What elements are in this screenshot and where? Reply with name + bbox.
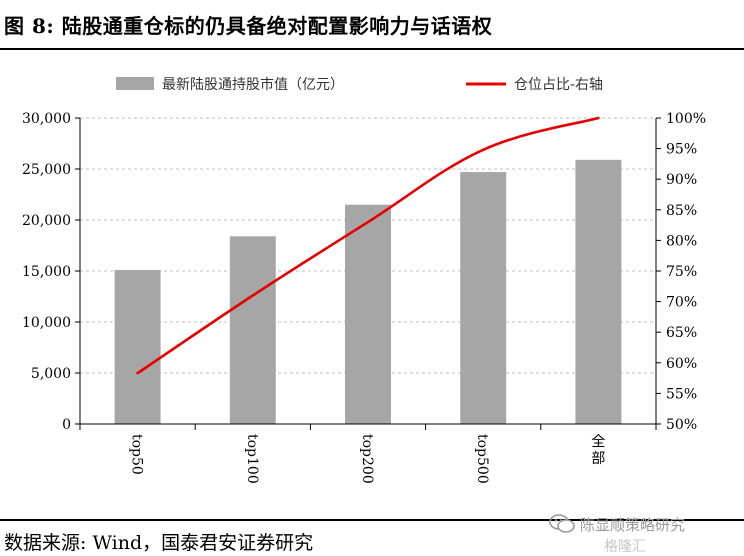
left-tick-label: 20,000 bbox=[22, 213, 71, 229]
axes: 0 5,000 10,000 15,000 20,000 25,000 30,000 50% 5… bbox=[22, 111, 706, 484]
right-tick-label: 60% bbox=[666, 356, 697, 372]
left-tick-label: 15,000 bbox=[22, 264, 71, 280]
bar-top50 bbox=[114, 269, 161, 424]
chart: 0 5,000 10,000 15,000 20,000 25,000 30,000 50% 5… bbox=[22, 76, 706, 484]
watermark: 陈显顺策略研究 格隆汇 bbox=[540, 510, 740, 556]
wechat-icon bbox=[549, 514, 575, 533]
bar-全部 bbox=[575, 159, 622, 424]
left-tick-label: 0 bbox=[62, 417, 71, 433]
right-tick-label: 95% bbox=[666, 142, 697, 158]
source-note: 数据来源: Wind，国泰君安证券研究 bbox=[4, 532, 314, 554]
watermark-account: 陈显顺策略研究 bbox=[580, 516, 686, 534]
right-tick-label: 70% bbox=[666, 295, 697, 311]
right-tick-label: 85% bbox=[666, 203, 697, 219]
right-tick-label: 90% bbox=[666, 172, 697, 188]
legend: 最新陆股通持股市值（亿元） 仓位占比-右轴 bbox=[116, 76, 603, 93]
right-tick-label: 55% bbox=[666, 386, 697, 402]
watermark-brand: 格隆汇 bbox=[604, 539, 646, 555]
x-tick-label: top100 bbox=[244, 434, 260, 484]
title-rule bbox=[0, 48, 744, 50]
bar-top500 bbox=[460, 172, 507, 424]
legend-line-label: 仓位占比-右轴 bbox=[514, 77, 603, 93]
legend-bar-swatch bbox=[116, 77, 154, 90]
left-tick-label: 10,000 bbox=[22, 315, 71, 331]
right-tick-label: 100% bbox=[666, 111, 706, 127]
right-tick-label: 75% bbox=[666, 264, 697, 280]
legend-bar-label: 最新陆股通持股市值（亿元） bbox=[162, 76, 344, 93]
left-tick-label: 5,000 bbox=[31, 366, 71, 382]
line-position-share bbox=[136, 116, 600, 375]
line-series bbox=[136, 116, 600, 375]
footer-rule bbox=[0, 519, 744, 521]
x-tick-label: top50 bbox=[129, 434, 145, 475]
x-tick-label: 全部 bbox=[591, 433, 605, 467]
right-tick-label: 65% bbox=[666, 325, 697, 341]
x-tick-label: top200 bbox=[359, 434, 375, 484]
bar-top200 bbox=[345, 204, 391, 424]
bar-series bbox=[114, 159, 622, 424]
left-tick-label: 25,000 bbox=[22, 162, 71, 178]
bar-top100 bbox=[229, 236, 276, 424]
page-title: 图 8: 陆股通重仓标的仍具备绝对配置影响力与话语权 bbox=[4, 14, 493, 38]
right-tick-label: 80% bbox=[666, 233, 697, 249]
right-tick-label: 50% bbox=[666, 417, 697, 433]
x-tick-label: top500 bbox=[474, 434, 490, 484]
left-tick-label: 30,000 bbox=[22, 111, 71, 127]
